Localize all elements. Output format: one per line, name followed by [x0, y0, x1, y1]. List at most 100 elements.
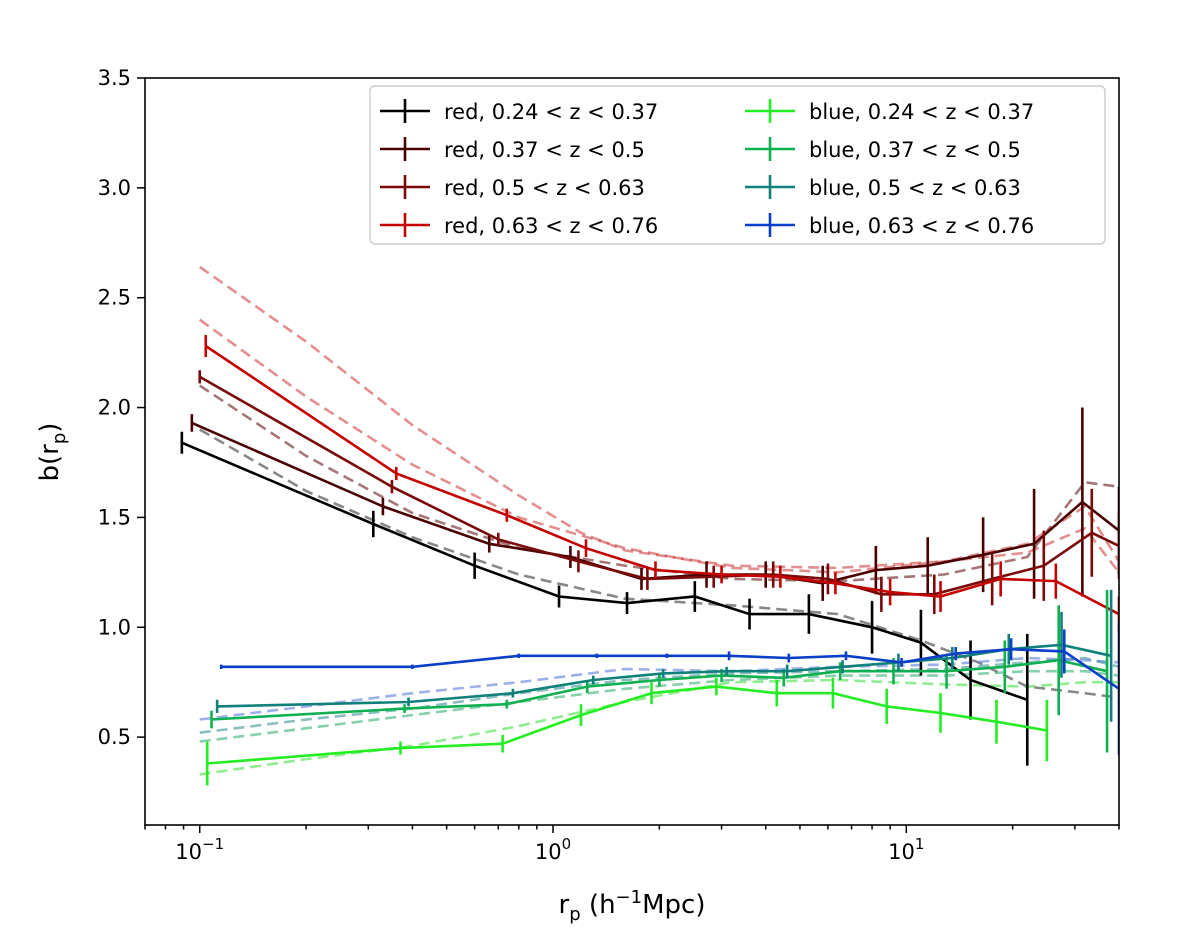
model-curve-4 — [199, 678, 1119, 776]
data-point — [372, 522, 375, 526]
legend-label: red, 0.24 < z < 0.37 — [444, 100, 658, 124]
series-line-0 — [181, 441, 1028, 702]
data-point — [650, 691, 653, 695]
x-tick-label: 10−1 — [175, 835, 224, 864]
data-point — [517, 654, 520, 658]
series-line-4 — [207, 685, 1048, 765]
data-series — [180, 335, 1119, 786]
data-point — [411, 665, 414, 669]
data-point — [995, 720, 998, 723]
legend: red, 0.24 < z < 0.37 red, 0.37 < z < 0.5 r… — [369, 85, 1106, 245]
data-point — [712, 575, 715, 578]
model-curve-5 — [199, 669, 1119, 743]
data-point — [834, 582, 837, 585]
model-curves — [198, 265, 1119, 776]
legend-label: red, 0.37 < z < 0.5 — [444, 138, 645, 162]
data-point — [999, 577, 1002, 581]
data-point — [1090, 531, 1093, 534]
series-3 — [204, 335, 1119, 632]
series-line-1 — [191, 421, 1119, 585]
data-point — [782, 676, 785, 679]
data-point — [939, 595, 942, 598]
data-point — [505, 514, 509, 517]
data-point — [381, 505, 385, 508]
data-point — [584, 546, 588, 550]
data-point — [501, 742, 504, 745]
data-point — [990, 577, 994, 581]
data-point — [880, 593, 883, 596]
data-point — [785, 670, 789, 673]
data-point — [775, 691, 779, 695]
data-point — [210, 718, 213, 721]
data-point — [919, 641, 923, 644]
data-point — [787, 656, 791, 660]
legend-item-5: blue, 0.37 < z < 0.5 — [745, 137, 1021, 162]
series-5 — [210, 589, 1109, 753]
data-point — [841, 665, 844, 669]
x-tick-label: 101 — [888, 835, 924, 864]
data-point — [693, 595, 697, 598]
data-point — [399, 746, 402, 750]
data-point — [654, 568, 657, 572]
legend-label: blue, 0.24 < z < 0.37 — [809, 100, 1034, 124]
series-0 — [180, 431, 1029, 766]
data-point — [586, 685, 589, 688]
data-point — [488, 542, 491, 545]
data-point — [1063, 650, 1066, 653]
data-point — [888, 590, 892, 594]
data-point — [826, 577, 830, 581]
legend-item-4: blue, 0.24 < z < 0.37 — [745, 99, 1034, 124]
model-curve-0 — [199, 428, 1119, 699]
data-point — [1045, 729, 1049, 732]
data-point — [870, 626, 874, 629]
data-point — [511, 691, 515, 695]
y-tick-label: 3.0 — [98, 176, 131, 200]
data-point — [557, 595, 561, 598]
data-point — [661, 672, 665, 675]
data-point — [390, 485, 394, 488]
plot-frame — [144, 77, 1120, 826]
data-point — [592, 678, 595, 682]
model-curve-3 — [198, 265, 1119, 574]
data-point — [874, 568, 878, 572]
y-tick-label: 1.5 — [98, 505, 131, 529]
data-point — [595, 654, 598, 658]
data-point — [395, 472, 398, 475]
data-point — [204, 344, 207, 348]
legend-label: blue, 0.63 < z < 0.76 — [809, 214, 1034, 238]
series-4 — [205, 677, 1049, 786]
data-point — [1009, 648, 1013, 651]
data-point — [1032, 542, 1036, 545]
legend-label: red, 0.63 < z < 0.76 — [444, 214, 658, 238]
y-axis-label: b(rp) — [35, 423, 70, 482]
data-point — [779, 575, 782, 578]
data-point — [407, 700, 410, 704]
data-point — [720, 674, 723, 677]
data-point — [748, 612, 751, 616]
data-point — [215, 705, 219, 708]
data-point — [625, 601, 629, 605]
data-point — [725, 670, 728, 673]
data-point — [180, 441, 184, 444]
y-axis: 0.5 1.0 1.5 2.0 2.5 3.0 3.5 — [98, 66, 145, 749]
legend-item-3: red, 0.63 < z < 0.76 — [380, 213, 658, 238]
y-tick-label: 2.0 — [98, 396, 131, 420]
legend-item-1: red, 0.37 < z < 0.5 — [380, 137, 645, 162]
data-point — [1057, 659, 1060, 662]
data-point — [577, 560, 580, 563]
legend-item-6: blue, 0.5 < z < 0.63 — [745, 175, 1021, 200]
data-point — [939, 711, 942, 715]
y-tick-label: 0.5 — [98, 725, 131, 749]
data-point — [727, 654, 731, 658]
data-point — [1003, 665, 1006, 669]
data-point — [1081, 500, 1084, 504]
data-point — [954, 652, 957, 655]
data-point — [198, 375, 201, 378]
data-point — [665, 654, 669, 658]
data-point — [403, 707, 406, 710]
model-curve-1 — [198, 384, 1119, 583]
data-point — [715, 685, 718, 688]
data-point — [1026, 698, 1029, 701]
y-tick-label: 3.5 — [98, 66, 131, 90]
